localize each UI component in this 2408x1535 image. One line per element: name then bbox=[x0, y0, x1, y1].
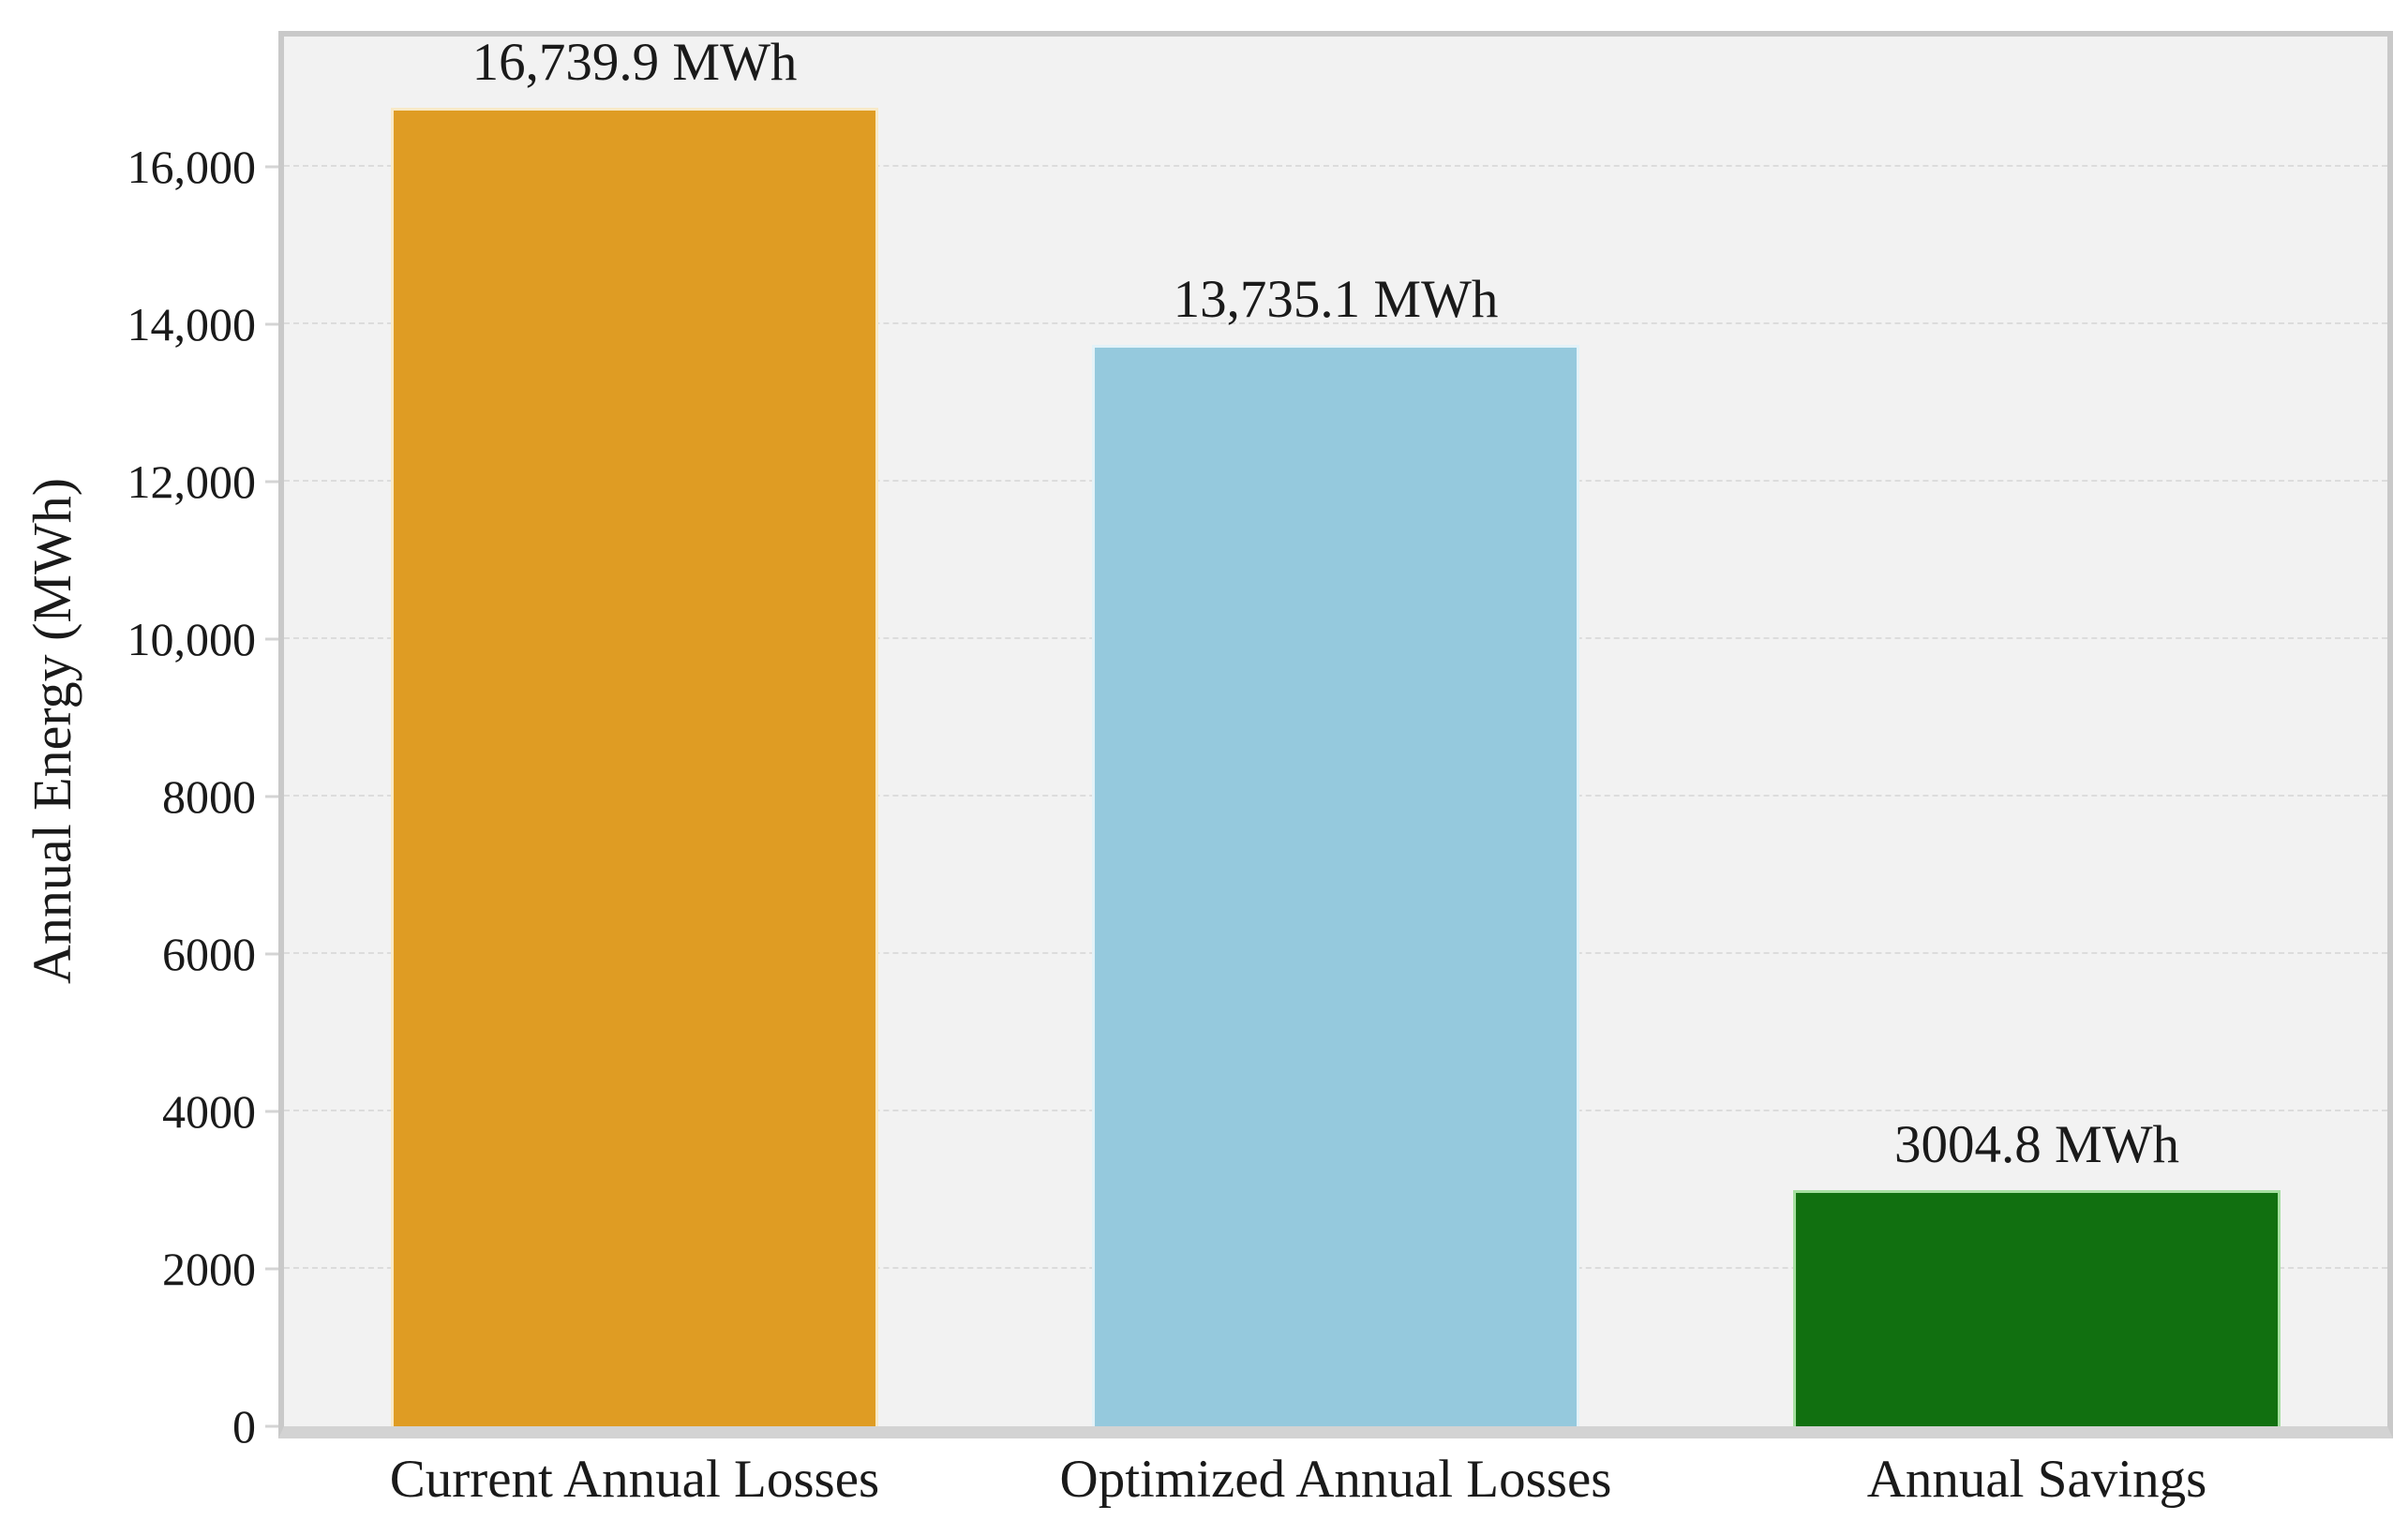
y-tick-label: 14,000 bbox=[127, 297, 257, 350]
bar-value-label: 13,735.1 MWh bbox=[1173, 269, 1499, 329]
y-axis-tick-labels: 0 2000 4000 6000 8000 10,000 12,000 14,000 16,00… bbox=[0, 37, 257, 1450]
plot-area: 16,739.9 MWh 13,735.1 MWh 3004.8 MWh bbox=[278, 31, 2393, 1438]
bar-value-label: 3004.8 MWh bbox=[1894, 1114, 2179, 1174]
y-tick-mark bbox=[265, 795, 278, 798]
y-tick-mark bbox=[265, 637, 278, 641]
y-tick-label: 16,000 bbox=[127, 140, 257, 193]
y-tick-label: 4000 bbox=[162, 1084, 256, 1138]
y-tick-label: 2000 bbox=[162, 1242, 256, 1295]
y-tick-label: 10,000 bbox=[127, 612, 257, 665]
x-tick-label: Current Annual Losses bbox=[389, 1450, 880, 1509]
bar-3 bbox=[1792, 1189, 2281, 1426]
y-tick-label: 6000 bbox=[162, 927, 256, 980]
y-tick-mark bbox=[265, 322, 278, 326]
y-tick-mark bbox=[265, 165, 278, 169]
y-axis-tick-marks bbox=[265, 37, 278, 1428]
x-tick-label: Optimized Annual Losses bbox=[1059, 1450, 1612, 1509]
y-tick-label: 0 bbox=[232, 1400, 256, 1453]
bar-value-label: 16,739.9 MWh bbox=[471, 33, 798, 93]
y-tick-mark bbox=[265, 480, 278, 484]
y-tick-label: 12,000 bbox=[127, 455, 257, 508]
bar-1 bbox=[390, 108, 879, 1426]
y-tick-mark bbox=[265, 1110, 278, 1113]
y-tick-mark bbox=[265, 952, 278, 956]
x-axis-tick-labels: Current Annual Losses Optimized Annual Lo… bbox=[284, 1453, 2387, 1518]
x-tick-label: Annual Savings bbox=[1866, 1450, 2207, 1509]
y-tick-label: 8000 bbox=[162, 769, 256, 823]
bar-2 bbox=[1091, 344, 1580, 1426]
y-tick-mark bbox=[265, 1424, 278, 1428]
y-tick-mark bbox=[265, 1267, 278, 1271]
